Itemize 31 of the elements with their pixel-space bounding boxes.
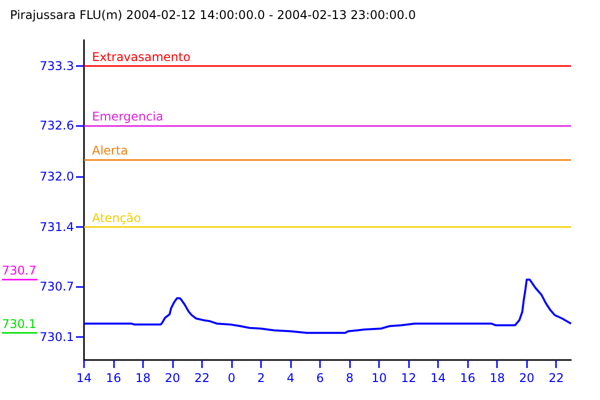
ref-line-label: Extravasamento <box>92 50 190 64</box>
x-tick-label: 14 <box>76 371 92 385</box>
y-tick-label: 732.6 <box>40 118 74 133</box>
y-tick-label: 733.3 <box>40 59 74 74</box>
ref-line-label: Alerta <box>92 143 128 158</box>
x-tick-label: 16 <box>106 371 122 385</box>
ref-line-label: Atenção <box>92 211 141 226</box>
x-tick-label: 14 <box>430 371 446 385</box>
line-series <box>83 278 572 334</box>
y-tick-label: 730.1 <box>40 330 74 344</box>
y-tick-label: 731.4 <box>40 220 74 234</box>
x-tick-label: 16 <box>460 371 476 385</box>
x-tick-label: 2 <box>257 371 265 385</box>
x-tick-label: 8 <box>346 371 354 385</box>
x-tick-label: 20 <box>164 371 180 385</box>
x-tick-label: 22 <box>548 371 564 385</box>
x-tick-label: 0 <box>228 371 236 385</box>
y-tick-label: 730.7 <box>40 279 74 294</box>
ref-line-label: Emergencia <box>92 110 164 124</box>
y-tick-label: 732.0 <box>40 169 74 184</box>
x-tick-label: 4 <box>286 371 294 385</box>
x-tick-label: 6 <box>316 371 324 385</box>
text: 730.7 <box>2 264 36 278</box>
x-tick-label: 20 <box>519 371 534 385</box>
x-tick-label: 12 <box>401 371 416 385</box>
x-tick-label: 18 <box>490 371 505 385</box>
text: 730.1 <box>2 316 36 331</box>
x-tick-label: 18 <box>135 371 151 385</box>
x-tick-label: 10 <box>372 371 387 385</box>
x-tick-label: 22 <box>194 371 210 385</box>
chart-title: Pirajussara FLU(m) 2004-02-12 14:00:00.0 - 2004-02-13 23:00:00.0 <box>10 8 416 22</box>
